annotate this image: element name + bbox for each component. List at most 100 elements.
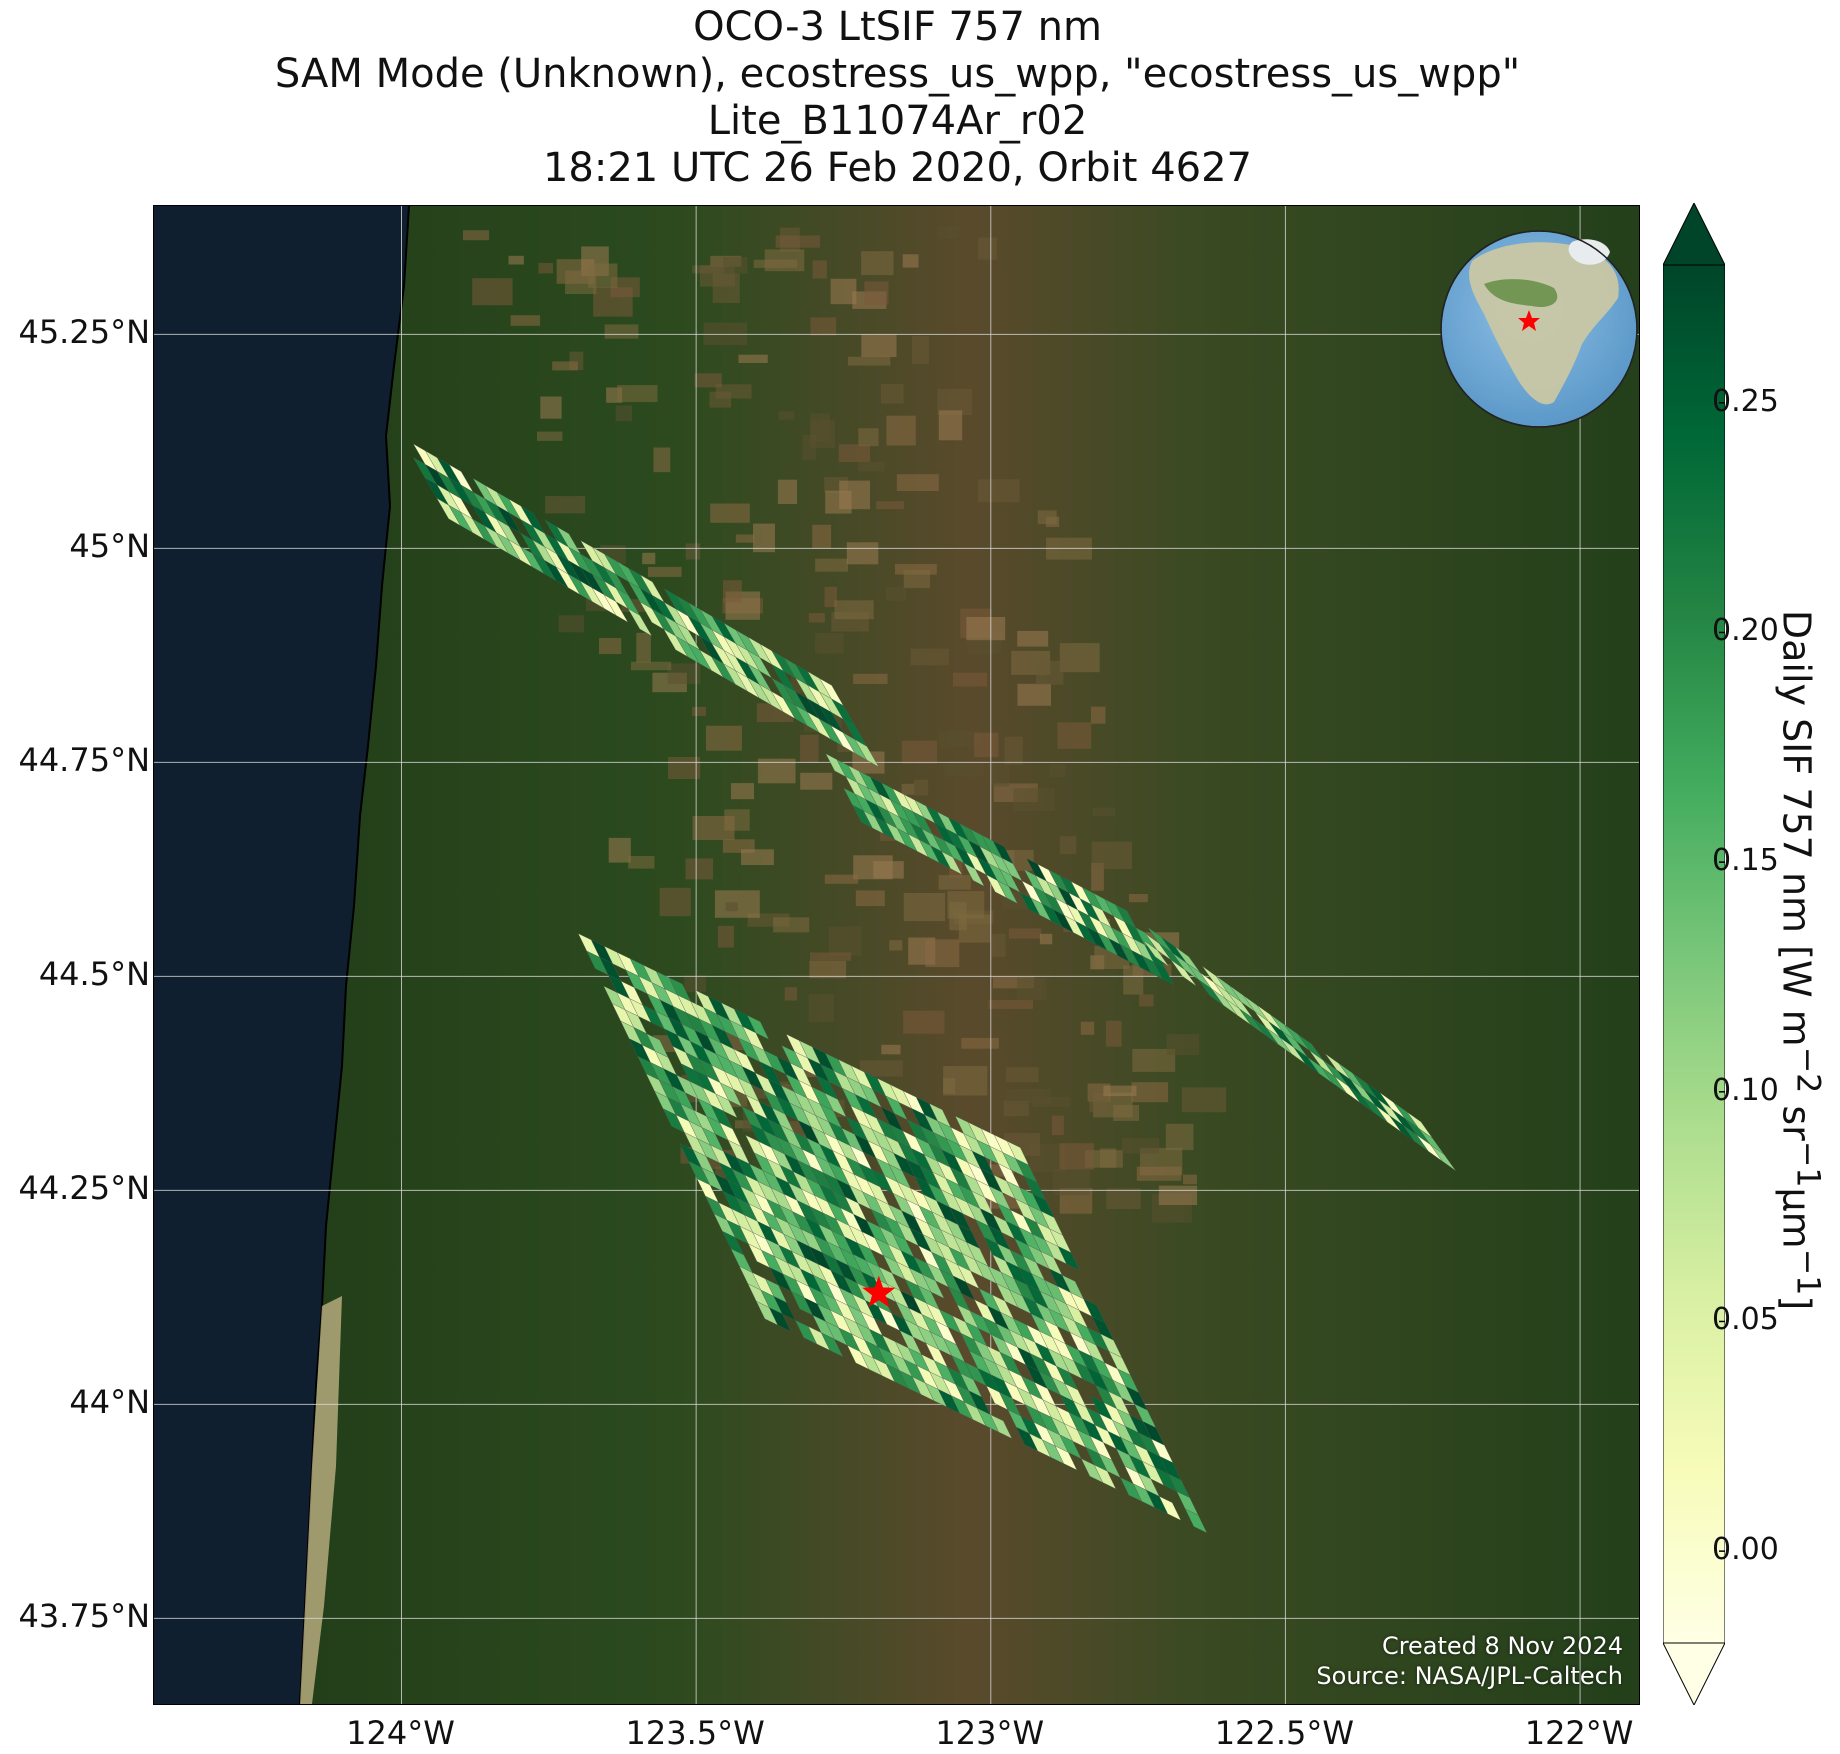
valley-field xyxy=(1131,1082,1169,1103)
sif-cell xyxy=(1143,940,1169,967)
valley-field xyxy=(903,569,930,589)
valley-field xyxy=(834,600,874,620)
lon-tick-label: 123°W xyxy=(935,1714,1045,1752)
lat-tick-label: 44.25°N xyxy=(18,1169,150,1208)
valley-field xyxy=(824,586,837,608)
valley-field xyxy=(810,317,837,336)
sif-cell xyxy=(1057,1246,1080,1271)
valley-field xyxy=(1017,630,1049,647)
valley-field xyxy=(1080,1021,1095,1035)
lat-tick-label: 43.75°N xyxy=(18,1597,150,1636)
sif-cell xyxy=(768,1307,792,1332)
valley-field xyxy=(861,251,894,276)
colorbar-tick-label: 0.25 xyxy=(1712,383,1779,419)
valley-field xyxy=(809,960,847,979)
valley-field xyxy=(812,524,832,549)
valley-field xyxy=(913,779,929,796)
sif-cell xyxy=(1054,1445,1078,1471)
sif-cell xyxy=(715,1093,738,1119)
valley-field xyxy=(777,479,798,504)
sif-cells xyxy=(412,443,1456,1534)
valley-field xyxy=(858,428,879,447)
valley-field xyxy=(903,1010,945,1034)
valley-field xyxy=(938,730,983,748)
valley-field xyxy=(814,633,844,654)
sif-cell xyxy=(746,1015,770,1040)
valley-field xyxy=(1032,1096,1070,1107)
colorbar-tick-label: 0.10 xyxy=(1712,1072,1779,1108)
valley-field xyxy=(1136,1166,1182,1181)
valley-field xyxy=(537,431,563,441)
valley-field xyxy=(636,632,651,663)
title-line-3: Lite_B11074Ar_r02 xyxy=(707,98,1088,144)
valley-field xyxy=(1089,1091,1109,1112)
valley-field xyxy=(938,875,971,890)
valley-field xyxy=(710,503,750,523)
valley-field xyxy=(1091,862,1104,891)
valley-field xyxy=(599,638,622,655)
valley-field xyxy=(925,939,960,968)
valley-field xyxy=(1123,965,1144,995)
sif-cell xyxy=(1158,1496,1182,1521)
valley-field xyxy=(685,858,714,880)
valley-field xyxy=(895,564,937,575)
valley-field xyxy=(812,260,827,279)
colorbar xyxy=(1663,203,1725,1705)
sif-cell xyxy=(603,594,629,623)
valley-field xyxy=(1049,764,1066,778)
valley-field xyxy=(508,255,524,265)
valley-field xyxy=(540,396,562,419)
lat-tick-label: 44°N xyxy=(69,1383,150,1422)
valley-field xyxy=(815,558,848,572)
valley-field xyxy=(778,411,795,420)
valley-field xyxy=(830,278,857,305)
lat-tick-label: 45°N xyxy=(69,527,150,566)
valley-field xyxy=(800,734,819,763)
valley-field xyxy=(858,461,885,472)
valley-field xyxy=(838,444,871,462)
valley-field xyxy=(889,940,903,951)
valley-field xyxy=(861,334,897,357)
valley-field xyxy=(810,952,852,961)
valley-field xyxy=(808,994,835,1023)
lat-tick-label: 44.5°N xyxy=(38,955,150,994)
valley-field xyxy=(825,490,852,514)
pacific-ocean xyxy=(154,206,409,1704)
lat-tick-label: 45.25°N xyxy=(18,313,150,352)
valley-field xyxy=(990,760,1010,787)
valley-field xyxy=(472,278,513,306)
valley-field xyxy=(912,335,929,364)
valley-field xyxy=(949,901,967,931)
valley-field xyxy=(628,856,655,869)
valley-field xyxy=(712,273,740,303)
valley-field xyxy=(902,254,919,268)
valley-field xyxy=(1103,1085,1137,1097)
map-panel[interactable]: Created 8 Nov 2024 Source: NASA/JPL-Calt… xyxy=(153,205,1640,1705)
valley-field xyxy=(615,405,632,422)
valley-field xyxy=(910,648,949,666)
valley-field xyxy=(610,277,640,298)
valley-field xyxy=(1183,1174,1197,1185)
title-line-2: SAM Mode (Unknown), ecostress_us_wpp, "e… xyxy=(274,51,1521,97)
valley-field xyxy=(1051,1115,1064,1136)
valley-field xyxy=(978,237,998,260)
lon-tick-label: 122°W xyxy=(1524,1714,1634,1752)
valley-field xyxy=(725,902,738,912)
valley-field xyxy=(731,783,754,800)
valley-field xyxy=(991,933,1006,957)
valley-field xyxy=(741,849,774,865)
valley-field xyxy=(667,663,701,685)
valley-field xyxy=(723,257,748,274)
map-canvas[interactable] xyxy=(154,206,1639,1704)
valley-field xyxy=(545,496,586,514)
valley-field xyxy=(653,447,671,473)
sif-cell xyxy=(1170,959,1197,987)
valley-field xyxy=(1052,1169,1090,1196)
colorbar-tick-label: 0.05 xyxy=(1712,1302,1779,1338)
valley-field xyxy=(1113,1105,1140,1121)
valley-field xyxy=(775,235,820,248)
target-star-icon xyxy=(862,1275,896,1308)
sif-cell xyxy=(1153,961,1175,986)
valley-field xyxy=(901,783,915,795)
valley-field xyxy=(937,226,960,239)
